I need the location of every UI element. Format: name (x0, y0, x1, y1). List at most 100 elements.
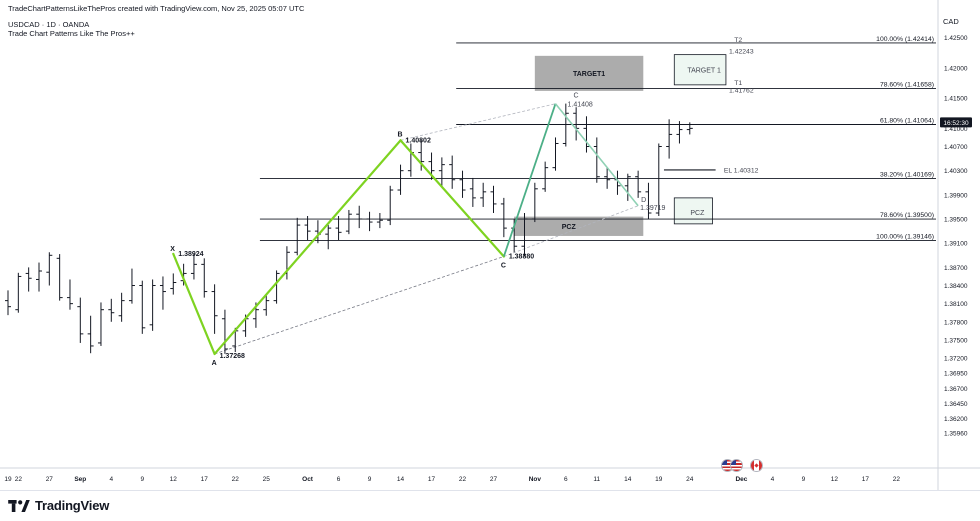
ohlc-bar (521, 212, 528, 257)
x-tick-label: 27 (490, 476, 498, 483)
y-tick-label: 1.36700 (944, 386, 968, 393)
y-tick-label: 1.39900 (944, 192, 968, 199)
y-tick-label: 1.41000 (944, 126, 968, 133)
pcz-box-label: PCZ (690, 210, 705, 217)
ohlc-bar (180, 263, 187, 286)
ohlc-bar (335, 216, 342, 241)
ohlc-bar (490, 185, 497, 213)
ohlc-bar (46, 252, 53, 286)
pcz-zone (514, 216, 644, 236)
y-tick-label: 1.38400 (944, 283, 968, 290)
target1-zone (534, 55, 644, 91)
x-tick-label: 19 (4, 476, 12, 483)
x-tick-label: 17 (428, 476, 436, 483)
x-tick-label: Nov (529, 476, 542, 483)
target1-zone-label: TARGET1 (573, 71, 605, 78)
pattern-leg (399, 139, 505, 258)
ohlc-bar (500, 197, 507, 238)
ohlc-bar (118, 292, 125, 322)
ac-dashed-line (214, 256, 504, 355)
y-tick-label: 1.37800 (944, 319, 968, 326)
point-a-label: A (212, 360, 217, 367)
ohlc-bar (304, 216, 311, 241)
ohlc-bar (552, 137, 559, 171)
ohlc-bar (5, 290, 11, 316)
x-tick-label: 25 (263, 476, 271, 483)
symbol-caption: USDCAD · 1D · OANDA (8, 20, 90, 29)
pcz-zone-label: PCZ (562, 224, 577, 231)
fib-level-label: 78.60% (1.41658) (880, 82, 934, 89)
ohlc-bar (531, 182, 538, 223)
ohlc-bar (583, 116, 590, 153)
source-caption: TradeChartPatternsLikeThePros created wi… (8, 4, 305, 13)
x-tick-label: 22 (232, 476, 240, 483)
x-tick-label: 9 (140, 476, 144, 483)
y-tick-label: 1.36200 (944, 416, 968, 423)
ohlc-bar (356, 205, 363, 229)
entry-level-label: EL 1.40312 (724, 167, 759, 174)
x-tick-label: 22 (459, 476, 467, 483)
ohlc-bar (624, 173, 631, 201)
ohlc-bar (645, 182, 652, 220)
ohlc-bar (469, 177, 476, 207)
chart-area[interactable]: CAD 1.42500 1.42000 1.41500 1.41000 1.40700 1.… (0, 0, 980, 490)
point-c2-value: 1.41408 (567, 102, 592, 109)
target2-label: T2 (734, 37, 742, 44)
fib-level-label: 100.00% (1.42414) (876, 36, 934, 43)
x-tick-label: 4 (109, 476, 113, 483)
x-tick-label: 6 (337, 476, 341, 483)
ohlc-bar (604, 167, 611, 189)
pattern-leg (213, 139, 402, 356)
ohlc-bar (345, 209, 352, 235)
x-tick-label: 9 (368, 476, 372, 483)
ohlc-bar (459, 170, 466, 198)
fib-level-label: 78.60% (1.39500) (880, 212, 934, 219)
ohlc-bar (676, 121, 683, 144)
target1-label: T1 (734, 80, 742, 87)
point-c-value: 1.38880 (509, 254, 534, 261)
pattern-leg (502, 103, 557, 257)
bc-dashed-line (400, 103, 556, 141)
tradingview-logo-icon (8, 499, 30, 512)
canada-flag-icon[interactable] (750, 459, 763, 472)
point-x-value: 1.38924 (178, 251, 203, 258)
ohlc-bar (655, 143, 662, 217)
ohlc-bar (294, 217, 301, 256)
x-tick-label: 12 (831, 476, 839, 483)
y-tick-label: 1.38700 (944, 265, 968, 272)
ohlc-bar (77, 297, 84, 343)
ohlc-bar (438, 157, 445, 186)
x-tick-label: 4 (771, 476, 775, 483)
indicator-caption: Trade Chart Patterns Like The Pros++ (8, 29, 135, 38)
ohlc-bar (190, 254, 197, 280)
y-tick-label: 1.37200 (944, 356, 968, 363)
ohlc-bar (35, 262, 42, 292)
x-tick-label: 14 (624, 476, 632, 483)
y-tick-label: 1.42500 (944, 35, 968, 42)
y-tick-label: 1.40300 (944, 168, 968, 175)
ohlc-bar (211, 284, 218, 334)
current-price-tag (940, 117, 972, 128)
y-tick-label: 1.37500 (944, 337, 968, 344)
ohlc-bar (139, 280, 146, 334)
x-tick-label: 24 (686, 476, 694, 483)
ohlc-bar (87, 315, 94, 354)
x-tick-label: 19 (655, 476, 663, 483)
us-flag-icon[interactable] (730, 459, 743, 472)
ohlc-bar (149, 279, 156, 331)
x-tick-label: 11 (593, 476, 600, 483)
ohlc-bar (263, 294, 270, 316)
y-tick-label: 1.35960 (944, 430, 968, 437)
target2-value: 1.42243 (729, 48, 754, 55)
point-c2-label: C (573, 93, 578, 100)
fib-level-label: 100.00% (1.39146) (876, 233, 934, 240)
tradingview-logo[interactable]: TradingView (8, 498, 109, 513)
fib-level-label: 38.20% (1.40169) (880, 172, 934, 179)
ohlc-bar (542, 161, 549, 192)
currency-label: CAD (943, 17, 959, 26)
pattern-leg (172, 252, 216, 356)
ohlc-bar (418, 140, 425, 171)
point-d-value: 1.39719 (640, 205, 665, 212)
ohlc-bar (562, 103, 569, 147)
price-chart[interactable]: CAD1.425001.420001.415001.410001.407001.… (0, 0, 980, 490)
